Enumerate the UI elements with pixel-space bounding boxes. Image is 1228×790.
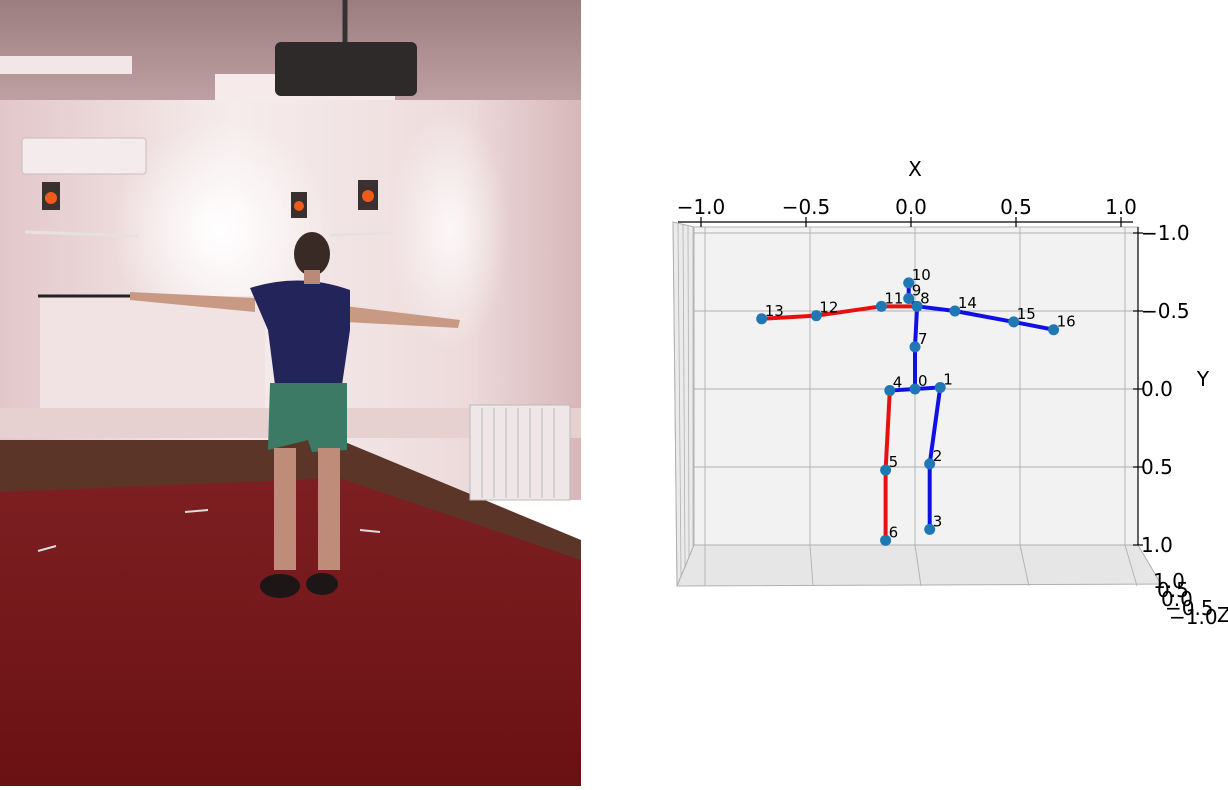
x-tick-label: 1.0 xyxy=(1105,195,1137,219)
pose-3d-plot-panel: −1.0 −0.5 0.0 0.5 1.0 −1.0 −0.5 0.0 0.5 1.0 1.0 0… xyxy=(581,0,1228,786)
grid-line xyxy=(809,544,814,587)
skeleton-bone xyxy=(952,309,1016,324)
joint-point xyxy=(880,464,892,476)
joint-label: 1 xyxy=(943,370,953,388)
skeleton-bone xyxy=(883,388,892,473)
skeleton-bone xyxy=(1011,319,1056,332)
x-tick-label: 0.5 xyxy=(1000,195,1032,219)
x-axis-label: X xyxy=(908,157,922,181)
joint-point xyxy=(934,381,946,393)
z-tick-label: −1.0 xyxy=(1169,605,1218,629)
y-tick-group: −1.0 −0.5 0.0 0.5 1.0 xyxy=(1133,221,1190,557)
z-tick-label: 1.0 xyxy=(1153,569,1185,593)
projector xyxy=(275,42,417,96)
joint-label: 8 xyxy=(920,289,930,307)
studio-scene-illustration xyxy=(0,0,581,786)
z-tick-label: −0.5 xyxy=(1165,596,1214,620)
joint-label: 7 xyxy=(918,330,928,348)
skeleton-bone xyxy=(759,313,819,321)
joint-label: 15 xyxy=(1017,305,1036,323)
joint-label: 6 xyxy=(889,523,899,541)
y-tick-label: 0.0 xyxy=(1141,377,1173,401)
joint-label: 3 xyxy=(933,512,943,530)
x-tick-group: −1.0 −0.5 0.0 0.5 1.0 xyxy=(677,195,1137,227)
joint-point xyxy=(949,305,961,317)
grid-line xyxy=(1019,544,1030,587)
person-t-pose xyxy=(130,232,460,598)
skeleton-bone xyxy=(927,385,943,466)
joint-label: 11 xyxy=(884,289,903,307)
pose-3d-plot: −1.0 −0.5 0.0 0.5 1.0 −1.0−0.50.00.51.0 1.00… xyxy=(672,157,1228,629)
subject-photo xyxy=(0,0,581,786)
y-tick-label: 1.0 xyxy=(1141,533,1173,557)
z-axis-label-fragment: Z xyxy=(1217,603,1228,627)
ceiling-light xyxy=(0,56,132,74)
joint-point xyxy=(756,313,768,325)
grid-line xyxy=(677,223,682,577)
skeleton-bones xyxy=(759,280,1056,543)
grid xyxy=(672,221,1138,587)
joint-label: 2 xyxy=(933,447,943,465)
joint-label: 10 xyxy=(912,266,931,284)
z-tick-label: 0.5 xyxy=(1157,578,1189,602)
grid-line xyxy=(682,224,686,567)
y-axis-label: Y xyxy=(1196,367,1210,391)
skeleton-bone xyxy=(814,304,884,318)
z-tick-group: 1.00.50.0−0.5−1.0 xyxy=(1153,569,1218,629)
carpet xyxy=(0,478,581,786)
y-tick-label: −0.5 xyxy=(1141,299,1190,323)
mocap-camera xyxy=(291,192,307,218)
joint-label: 12 xyxy=(819,299,838,317)
light-spot-right xyxy=(390,110,510,350)
floor-pane xyxy=(676,544,1162,587)
joint-label: 4 xyxy=(893,374,903,392)
joint-point xyxy=(909,383,921,395)
skeleton-bone xyxy=(915,304,957,313)
joint-label: 9 xyxy=(912,282,922,300)
skeleton-bone xyxy=(913,304,920,349)
joint-label: 13 xyxy=(765,302,784,320)
mocap-camera xyxy=(24,182,139,238)
joint-label: 0 xyxy=(918,372,928,390)
backdrop-screen xyxy=(40,296,265,424)
y-tick-label: 0.5 xyxy=(1141,455,1173,479)
joint-point xyxy=(875,300,887,312)
joint-point xyxy=(924,523,936,535)
joint-point xyxy=(903,293,915,305)
x-tick-label: −0.5 xyxy=(782,195,831,219)
joint-point xyxy=(884,385,896,397)
air-conditioner xyxy=(21,137,147,175)
grid-line xyxy=(687,225,690,557)
joint-label: 14 xyxy=(958,294,977,312)
joint-point xyxy=(903,277,915,289)
x-tick-label: 0.0 xyxy=(895,195,927,219)
grid-line xyxy=(672,221,678,587)
radiator xyxy=(469,404,571,501)
grid-line xyxy=(1124,544,1138,587)
joint-point xyxy=(810,310,822,322)
joint-point xyxy=(909,341,921,353)
grid-line xyxy=(914,544,922,587)
y-tick-label: −1.0 xyxy=(1141,221,1190,245)
joint-point xyxy=(924,458,936,470)
joint-point xyxy=(911,300,923,312)
joint-label: 16 xyxy=(1057,313,1076,331)
z-tick-label: 0.0 xyxy=(1161,587,1193,611)
joint-point xyxy=(880,534,892,546)
mocap-camera xyxy=(329,180,393,237)
x-tick-label: −1.0 xyxy=(677,195,726,219)
joint-point xyxy=(1008,316,1020,328)
joint-label: 5 xyxy=(889,453,899,471)
joint-point xyxy=(1048,324,1060,336)
